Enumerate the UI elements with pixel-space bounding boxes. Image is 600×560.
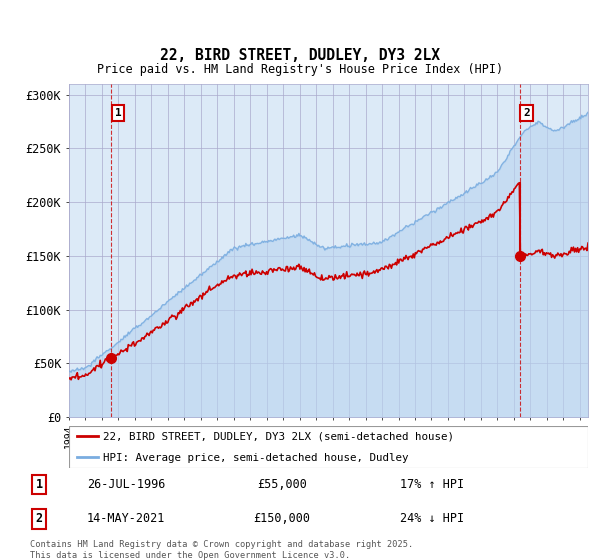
Text: 1: 1: [115, 108, 121, 118]
Text: Price paid vs. HM Land Registry's House Price Index (HPI): Price paid vs. HM Land Registry's House …: [97, 63, 503, 76]
Text: £150,000: £150,000: [254, 512, 311, 525]
Text: 17% ↑ HPI: 17% ↑ HPI: [400, 478, 464, 491]
Text: 24% ↓ HPI: 24% ↓ HPI: [400, 512, 464, 525]
Text: Contains HM Land Registry data © Crown copyright and database right 2025.
This d: Contains HM Land Registry data © Crown c…: [30, 540, 413, 559]
Text: 22, BIRD STREET, DUDLEY, DY3 2LX: 22, BIRD STREET, DUDLEY, DY3 2LX: [160, 49, 440, 63]
Text: 2: 2: [523, 108, 530, 118]
Text: £55,000: £55,000: [257, 478, 307, 491]
Text: HPI: Average price, semi-detached house, Dudley: HPI: Average price, semi-detached house,…: [103, 453, 408, 463]
Text: 2: 2: [35, 512, 43, 525]
Text: 26-JUL-1996: 26-JUL-1996: [87, 478, 165, 491]
Text: 14-MAY-2021: 14-MAY-2021: [87, 512, 165, 525]
Text: 1: 1: [35, 478, 43, 491]
Bar: [69, 84, 91, 417]
Text: 22, BIRD STREET, DUDLEY, DY3 2LX (semi-detached house): 22, BIRD STREET, DUDLEY, DY3 2LX (semi-d…: [103, 432, 454, 442]
